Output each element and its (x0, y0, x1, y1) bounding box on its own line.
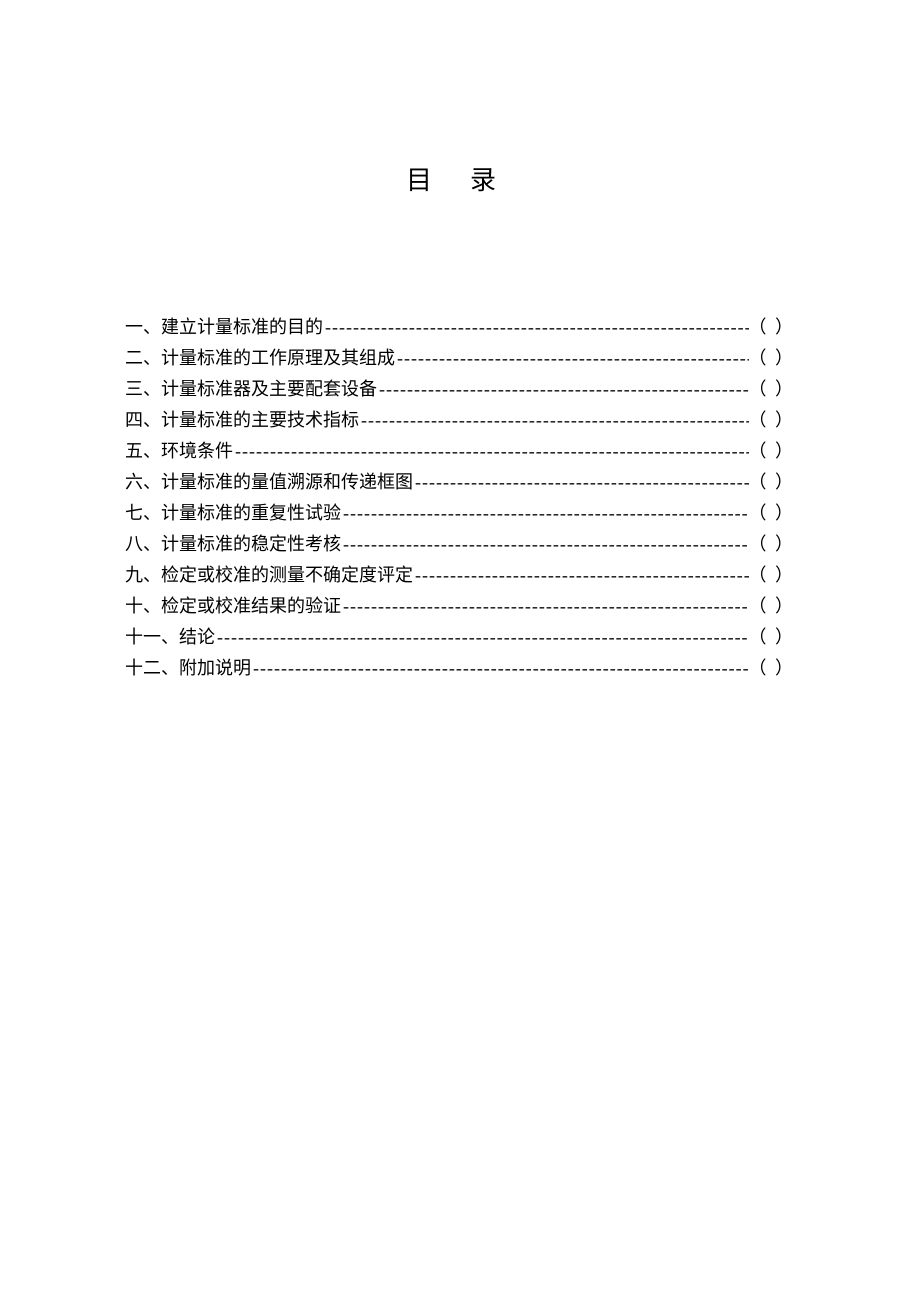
toc-leader: ----------------------------------------… (341, 498, 749, 529)
document-page: 目录 一、建立计量标准的目的--------------------------… (0, 0, 920, 684)
toc-item-label: 一、建立计量标准的目的 (125, 312, 323, 343)
toc-item-label: 十、检定或校准结果的验证 (125, 591, 341, 622)
toc-leader: ----------------------------------------… (323, 312, 749, 343)
toc-leader: ----------------------------------------… (233, 436, 749, 467)
toc-item-label: 十一、结论 (125, 622, 215, 653)
toc-page-marker: （ ） (749, 653, 796, 684)
toc-item-label: 六、计量标准的量值溯源和传递框图 (125, 467, 413, 498)
toc-item: 十二、附加说明---------------------------------… (125, 653, 795, 684)
toc-item-label: 十二、附加说明 (125, 653, 251, 684)
toc-item-label: 五、环境条件 (125, 436, 233, 467)
toc-leader: ----------------------------------------… (413, 467, 749, 498)
toc-leader: ----------------------------------------… (341, 591, 749, 622)
toc-page-marker: （ ） (749, 374, 796, 405)
toc-item: 十、检定或校准结果的验证----------------------------… (125, 591, 795, 622)
toc-item: 九、检定或校准的测量不确定度评定------------------------… (125, 560, 795, 591)
toc-item-label: 三、计量标准器及主要配套设备 (125, 374, 377, 405)
toc-page-marker: （ ） (749, 498, 796, 529)
toc-page-marker: （ ） (749, 560, 796, 591)
toc-item: 三、计量标准器及主要配套设备--------------------------… (125, 374, 795, 405)
toc-item-label: 二、计量标准的工作原理及其组成 (125, 343, 395, 374)
toc-item-label: 八、计量标准的稳定性考核 (125, 529, 341, 560)
toc-leader: ----------------------------------------… (377, 374, 749, 405)
toc-page-marker: （ ） (749, 343, 796, 374)
toc-item: 二、计量标准的工作原理及其组成-------------------------… (125, 343, 795, 374)
toc-item: 八、计量标准的稳定性考核----------------------------… (125, 529, 795, 560)
toc-item: 六、计量标准的量值溯源和传递框图------------------------… (125, 467, 795, 498)
toc-item-label: 四、计量标准的主要技术指标 (125, 405, 359, 436)
toc-page-marker: （ ） (749, 312, 796, 343)
toc-leader: ----------------------------------------… (395, 343, 749, 374)
toc-item: 十一、结论-----------------------------------… (125, 622, 795, 653)
toc-item-label: 九、检定或校准的测量不确定度评定 (125, 560, 413, 591)
toc-item-label: 七、计量标准的重复性试验 (125, 498, 341, 529)
toc-leader: ----------------------------------------… (251, 653, 749, 684)
toc-leader: ----------------------------------------… (215, 622, 749, 653)
toc-page-marker: （ ） (749, 436, 796, 467)
toc-leader: ----------------------------------------… (413, 560, 749, 591)
toc-list: 一、建立计量标准的目的-----------------------------… (125, 312, 795, 684)
toc-page-marker: （ ） (749, 622, 796, 653)
toc-page-marker: （ ） (749, 529, 796, 560)
toc-page-marker: （ ） (749, 591, 796, 622)
toc-item: 一、建立计量标准的目的-----------------------------… (125, 312, 795, 343)
toc-title: 目录 (125, 160, 795, 197)
toc-leader: ----------------------------------------… (359, 405, 749, 436)
toc-page-marker: （ ） (749, 467, 796, 498)
toc-leader: ----------------------------------------… (341, 529, 749, 560)
toc-item: 四、计量标准的主要技术指标---------------------------… (125, 405, 795, 436)
toc-item: 五、环境条件----------------------------------… (125, 436, 795, 467)
toc-item: 七、计量标准的重复性试验----------------------------… (125, 498, 795, 529)
toc-page-marker: （ ） (749, 405, 796, 436)
